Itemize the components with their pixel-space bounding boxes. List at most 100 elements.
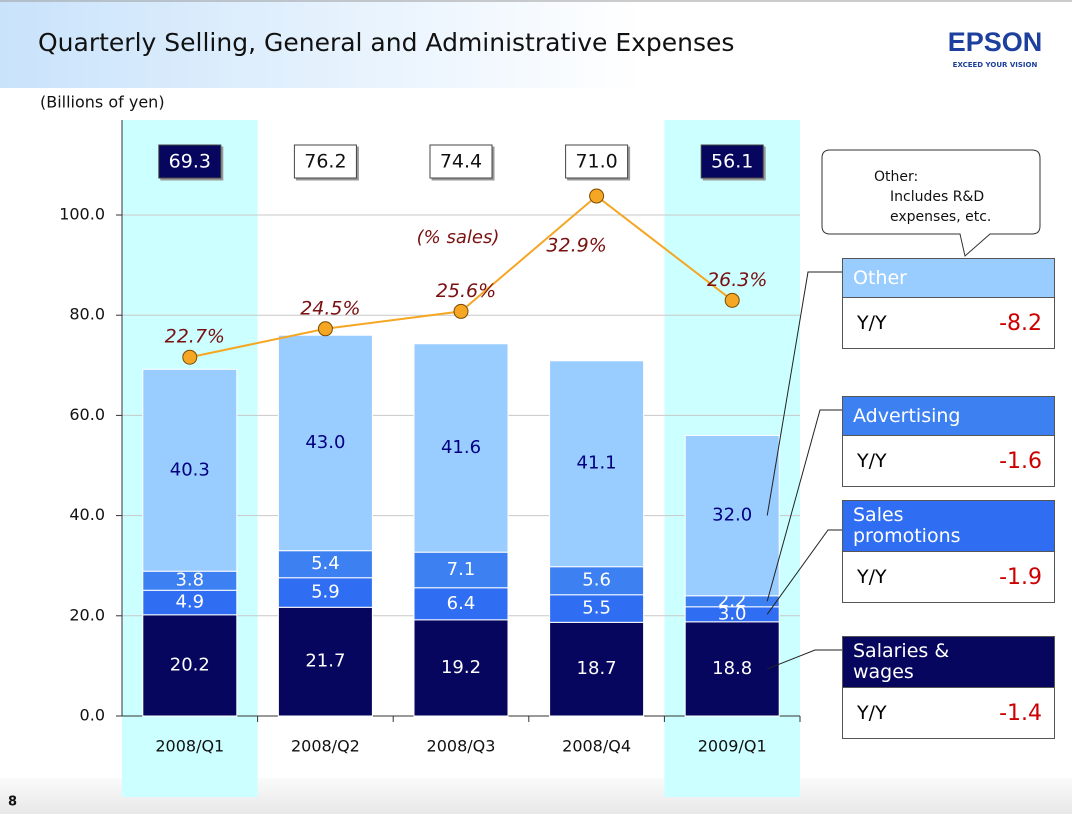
total-label: 56.1 <box>711 151 753 173</box>
data-label: 5.6 <box>582 570 611 591</box>
sales-ratio-line <box>189 194 733 359</box>
leader-line <box>766 271 842 516</box>
legend-label: Salaries & wages <box>853 640 950 683</box>
data-label: 21.7 <box>305 651 345 672</box>
data-label: 18.7 <box>577 658 617 679</box>
sales-ratio-point <box>589 188 605 204</box>
data-label: 20.2 <box>170 654 210 675</box>
callout-bubble <box>821 149 1041 257</box>
bar-segment <box>549 621 645 717</box>
data-label: 3.8 <box>175 570 204 591</box>
bar-segment <box>549 594 645 623</box>
total-label: 71.0 <box>575 151 617 173</box>
callout-text: Includes R&D <box>890 189 984 205</box>
y-tick-label: 100.0 <box>59 205 105 224</box>
legend-label: Sales promotions <box>853 504 961 547</box>
data-label: 6.4 <box>447 593 476 614</box>
yoy-label: Y/Y <box>857 450 887 472</box>
sales-ratio-label: 25.6% <box>436 280 496 302</box>
x-tick-label: 2008/Q1 <box>155 737 224 756</box>
sales-ratio-point <box>453 303 469 319</box>
bar-segment <box>142 614 238 717</box>
bar-segment <box>684 434 780 597</box>
sales-ratio-label: 24.5% <box>300 297 360 319</box>
bar-segment <box>277 577 373 608</box>
leader-line <box>766 409 842 602</box>
bar-segment <box>277 550 373 579</box>
bar-segment <box>684 621 780 717</box>
legend-panel: Advertising Y/Y -1.6 <box>842 396 1055 487</box>
callout-text: Other: <box>874 169 918 185</box>
x-tick-label: 2008/Q3 <box>427 737 496 756</box>
yoy-value: -8.2 <box>999 310 1042 336</box>
x-tick-label: 2008/Q2 <box>291 737 360 756</box>
yoy-row: Y/Y -1.4 <box>842 688 1055 739</box>
bar-segment <box>277 334 373 552</box>
total-label: 69.3 <box>169 151 211 173</box>
data-label: 7.1 <box>447 559 476 580</box>
legend-label: Other <box>853 266 907 289</box>
total-box <box>293 144 357 179</box>
legend-header: Salaries & wages <box>842 636 1055 688</box>
yoy-label: Y/Y <box>857 702 887 724</box>
yoy-row: Y/Y -1.6 <box>842 436 1055 487</box>
x-tick-label: 2009/Q1 <box>698 737 767 756</box>
header-band <box>0 0 1072 88</box>
data-label: 5.5 <box>582 598 611 619</box>
sales-ratio-label: 32.9% <box>546 235 606 257</box>
data-label: 41.1 <box>577 453 617 474</box>
y-tick-label: 0.0 <box>80 706 105 725</box>
legend-label: Advertising <box>853 404 961 427</box>
bar-segment <box>277 606 373 717</box>
logo: EPSON <box>948 27 1043 57</box>
yoy-row: Y/Y -8.2 <box>842 298 1055 349</box>
data-label: 41.6 <box>441 437 481 458</box>
yoy-value: -1.4 <box>999 700 1042 726</box>
data-label: 3.0 <box>718 603 747 624</box>
sales-ratio-point <box>724 292 740 308</box>
data-label: 4.9 <box>175 592 204 613</box>
sales-ratio-point <box>182 349 198 365</box>
legend-header: Other <box>842 258 1055 298</box>
total-box <box>700 144 764 179</box>
data-label: 5.9 <box>311 582 340 603</box>
chart-title: Quarterly Selling, General and Administr… <box>38 28 734 57</box>
legend-panel: Other Y/Y -8.2 <box>842 258 1055 349</box>
bar-segment <box>142 368 238 572</box>
data-label: 18.8 <box>712 658 752 679</box>
y-tick-label: 80.0 <box>69 305 105 324</box>
y-tick-label: 20.0 <box>69 605 105 624</box>
sales-ratio-label: 22.7% <box>165 326 225 348</box>
leader-line <box>766 529 842 615</box>
data-label: 32.0 <box>712 505 752 526</box>
legend-panel: Sales promotions Y/Y -1.9 <box>842 500 1055 603</box>
y-axis-label: (Billions of yen) <box>40 93 165 112</box>
legend-header: Sales promotions <box>842 500 1055 552</box>
yoy-value: -1.6 <box>999 448 1042 474</box>
yoy-label: Y/Y <box>857 312 887 334</box>
legend-panel: Salaries & wages Y/Y -1.4 <box>842 636 1055 739</box>
yoy-row: Y/Y -1.9 <box>842 552 1055 603</box>
total-box <box>429 144 493 179</box>
logo-tagline: EXCEED YOUR VISION <box>953 61 1038 69</box>
yoy-label: Y/Y <box>857 566 887 588</box>
data-label: 40.3 <box>170 459 210 480</box>
y-tick-label: 40.0 <box>69 505 105 524</box>
page-number: 8 <box>8 795 17 810</box>
bar-segment <box>549 360 645 568</box>
data-label: 5.4 <box>311 553 340 574</box>
legend-header: Advertising <box>842 396 1055 436</box>
sales-ratio-label: 26.3% <box>707 269 767 291</box>
callout <box>821 149 1041 257</box>
total-box <box>158 144 222 179</box>
leader-line <box>767 649 842 670</box>
bar-segment <box>413 343 509 553</box>
x-tick-label: 2008/Q4 <box>562 737 631 756</box>
bar-segment <box>413 587 509 621</box>
total-label: 76.2 <box>304 151 346 173</box>
data-label: 43.0 <box>305 432 345 453</box>
total-label: 74.4 <box>440 151 482 173</box>
yoy-value: -1.9 <box>999 564 1042 590</box>
total-box <box>565 144 629 179</box>
